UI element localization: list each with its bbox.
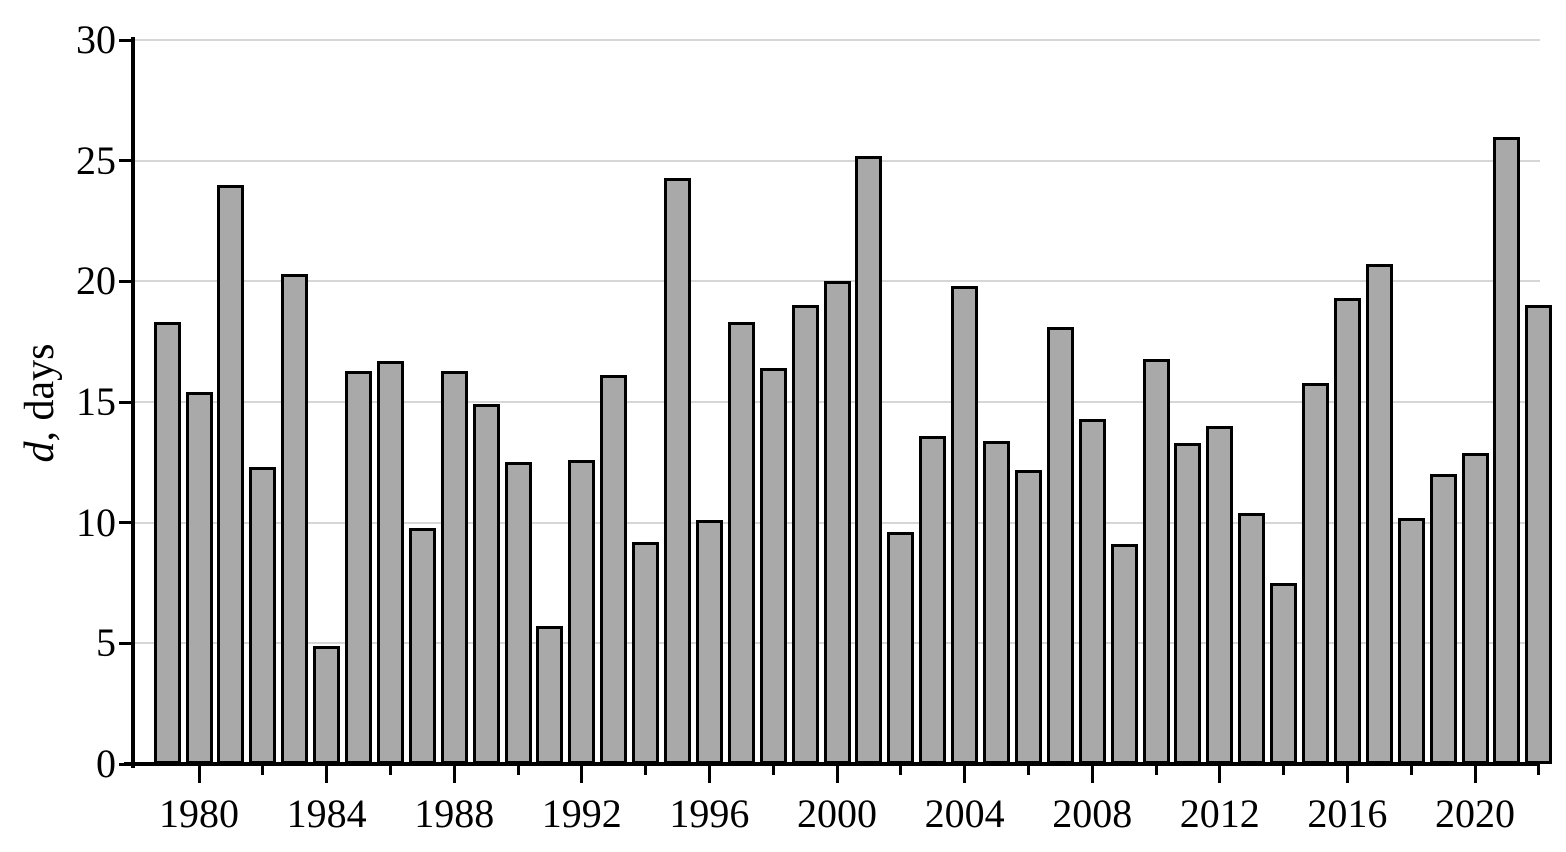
x-axis-minor-tick — [1154, 766, 1158, 775]
y-axis-tick — [119, 400, 132, 404]
y-axis-tick — [119, 521, 132, 525]
bar — [951, 286, 979, 764]
bar — [1046, 327, 1074, 764]
bar — [536, 626, 564, 764]
x-axis-major-tick — [452, 766, 456, 783]
x-axis-minor-tick — [261, 766, 265, 775]
gridline — [133, 39, 1540, 41]
x-axis-minor-tick — [1537, 766, 1541, 775]
bar — [983, 440, 1010, 764]
bar — [695, 520, 723, 764]
bar — [727, 322, 755, 764]
y-axis-tick — [119, 279, 132, 283]
bar — [1206, 426, 1234, 764]
bar — [1142, 358, 1170, 764]
bar — [153, 322, 181, 764]
bar — [1333, 298, 1361, 764]
x-axis-major-tick — [325, 766, 329, 783]
y-tick-label: 5 — [96, 620, 116, 666]
x-tick-label: 2008 — [1052, 791, 1133, 836]
x-tick-label: 1992 — [541, 791, 622, 836]
y-tick-label: 10 — [76, 499, 116, 545]
bar — [823, 281, 851, 764]
bar — [281, 274, 309, 764]
x-tick-label: 2016 — [1307, 791, 1388, 836]
x-axis-minor-tick — [1409, 766, 1413, 775]
bar — [1365, 264, 1393, 764]
bar — [1429, 474, 1457, 764]
bar — [1525, 305, 1553, 764]
x-axis-minor-tick — [644, 766, 648, 775]
x-tick-label: 2012 — [1179, 791, 1260, 836]
x-axis-major-tick — [1218, 766, 1222, 783]
y-axis-title-variable: d — [17, 441, 63, 463]
y-tick-label: 15 — [76, 379, 116, 424]
x-axis-major-tick — [1345, 766, 1349, 783]
bar — [600, 375, 628, 764]
x-axis-major-tick — [1473, 766, 1477, 783]
x-axis-minor-tick — [1026, 766, 1030, 775]
bar — [855, 155, 883, 764]
bar — [1302, 382, 1329, 764]
bar — [376, 360, 404, 764]
x-axis-minor-tick — [388, 766, 392, 775]
bar — [345, 370, 372, 764]
y-axis-tick — [119, 641, 132, 645]
bar — [759, 368, 787, 764]
bar — [1270, 583, 1298, 764]
y-axis-tick — [119, 38, 132, 42]
x-axis-line — [124, 762, 1540, 766]
x-tick-label: 1988 — [414, 791, 495, 836]
y-tick-label: 30 — [76, 17, 116, 62]
x-tick-label: 2020 — [1435, 791, 1515, 836]
bar — [1078, 418, 1106, 764]
bar — [919, 435, 947, 764]
y-axis-line — [131, 37, 135, 768]
bar — [472, 404, 500, 764]
bar — [887, 532, 915, 764]
x-axis-major-tick — [197, 766, 201, 783]
x-axis-minor-tick — [899, 766, 903, 775]
bar — [1397, 517, 1425, 764]
x-axis-minor-tick — [1282, 766, 1286, 775]
bar — [1174, 443, 1202, 764]
bar — [632, 541, 660, 764]
x-axis-minor-tick — [516, 766, 520, 775]
bar — [217, 184, 245, 764]
x-axis-major-tick — [963, 766, 967, 783]
bar — [504, 462, 532, 764]
y-tick-label: 25 — [76, 137, 116, 183]
x-tick-label: 1996 — [669, 791, 750, 836]
bar — [408, 527, 436, 764]
bar — [440, 370, 468, 764]
bar — [791, 305, 819, 764]
x-tick-label: 2004 — [924, 791, 1005, 836]
bar — [1493, 136, 1521, 764]
x-axis-major-tick — [1090, 766, 1094, 783]
bar — [664, 177, 691, 764]
y-axis-tick — [119, 762, 132, 766]
x-axis-major-tick — [835, 766, 839, 783]
bar — [185, 392, 213, 764]
y-tick-label: 20 — [76, 258, 116, 304]
y-axis-tick — [119, 159, 132, 163]
bar — [1238, 513, 1266, 764]
bar — [249, 467, 277, 764]
x-axis-minor-tick — [771, 766, 775, 775]
x-tick-label: 1984 — [286, 791, 367, 836]
bar — [1110, 544, 1138, 764]
bar — [1014, 469, 1042, 764]
x-axis-major-tick — [580, 766, 584, 783]
bar — [1461, 452, 1489, 764]
x-tick-label: 1980 — [159, 791, 239, 836]
plot-area — [133, 39, 1553, 764]
bar — [313, 645, 341, 764]
x-tick-label: 2000 — [797, 791, 877, 836]
x-axis-major-tick — [707, 766, 711, 783]
bar — [568, 459, 596, 764]
y-tick-label: 0 — [96, 741, 116, 786]
gridline — [133, 159, 1540, 162]
